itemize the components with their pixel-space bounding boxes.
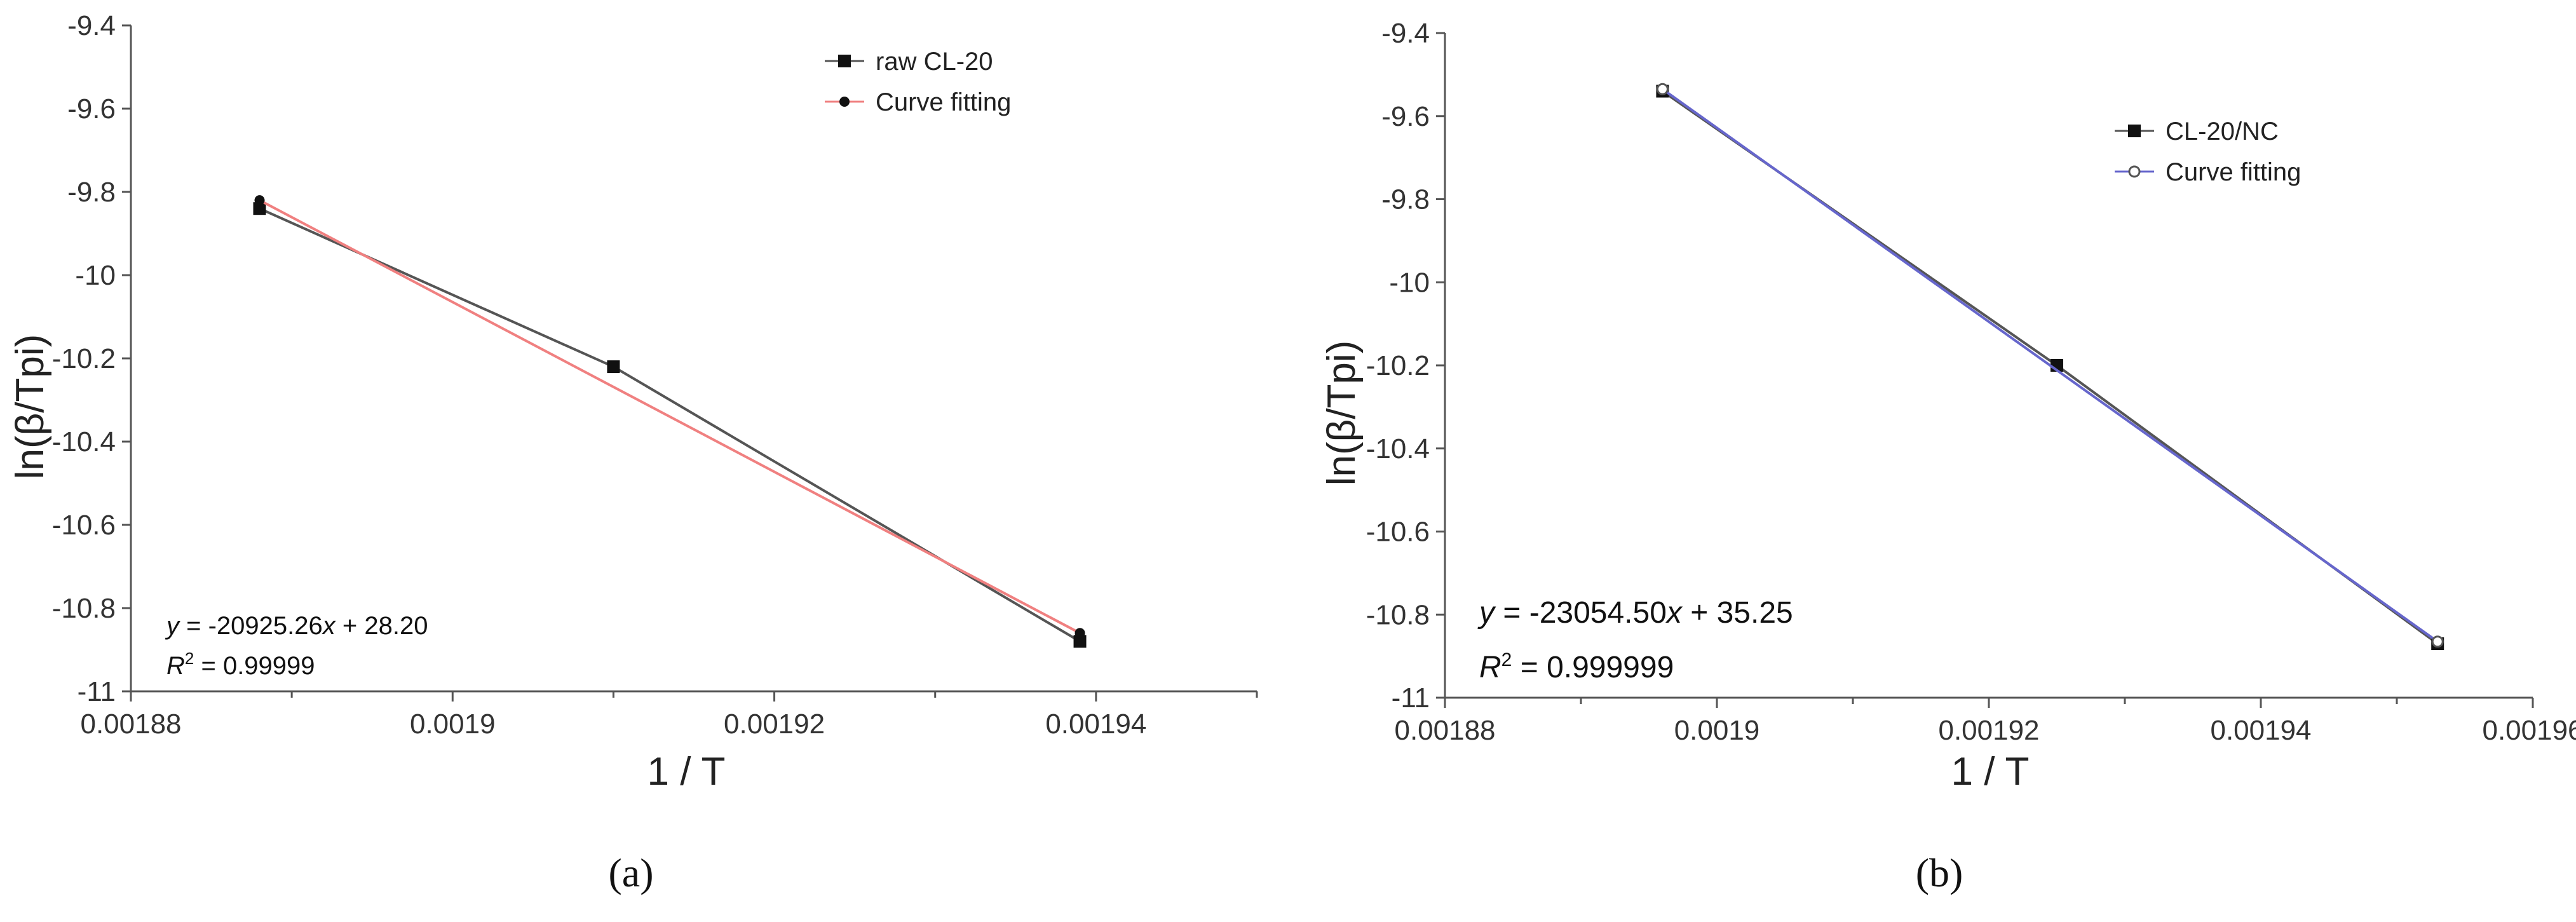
panel-b-y-tick-label: -11 — [1392, 682, 1430, 714]
panel-b-y-tick-label: -9.8 — [1381, 184, 1430, 215]
panel-a-legend-marker-raw — [838, 55, 851, 67]
panel-a-y-tick-label: -10.2 — [52, 343, 116, 374]
panel-a-eq-r-sup: 2 — [185, 649, 194, 668]
panel-b-legend-marker-fit — [2128, 165, 2141, 178]
panel-b-x-tick-label: 0.00194 — [2210, 715, 2311, 746]
panel-a-y-tick-label: -10.8 — [52, 593, 116, 624]
panel-a-legend-label-raw: raw CL-20 — [876, 48, 993, 76]
panel-b-data-point-circle — [1656, 83, 1669, 95]
panel-b-series-line-1 — [1662, 88, 2439, 643]
panel-b-series-line-0 — [1662, 90, 2439, 645]
panel-a-x-tick-label: 0.00188 — [80, 708, 181, 740]
panel-a-y-tick-label: -9.4 — [67, 10, 116, 41]
panel-a-eq-x: x — [322, 612, 337, 640]
panel-b-legend-label-raw: CL-20/NC — [2166, 118, 2279, 146]
panel-a-data-point-square — [253, 202, 266, 215]
panel-b-eq-x: x — [1665, 596, 1683, 630]
panel-b-data-point-circle — [2431, 635, 2444, 648]
panel-a-eq-r-value: = 0.99999 — [194, 652, 315, 680]
panel-b-equation-line1: y = -23054.50x + 35.25 — [1477, 596, 1793, 630]
panel-b-y-axis-title: ln(β/Tpi) — [1320, 341, 1364, 486]
panel-a-eq-intercept: + 28.20 — [336, 612, 428, 640]
panel-a-legend: raw CL-20 Curve fitting — [825, 48, 1011, 116]
panel-a-label: (a) — [608, 850, 653, 895]
panel-a-equation-line2: R2 = 0.99999 — [166, 649, 315, 680]
panel-b-y-tick-label: -10.4 — [1366, 433, 1430, 464]
panel-b-eq-r-sup: 2 — [1502, 649, 1512, 670]
panel-b-y-tick-label: -10.8 — [1366, 599, 1430, 630]
panel-a-x-tick-label: 0.00194 — [1045, 708, 1146, 740]
panel-b-equation-line2: R2 = 0.999999 — [1479, 649, 1674, 684]
panel-b-x-tick-label: 0.00188 — [1394, 715, 1495, 746]
panel-a-y-tick-label: -9.6 — [67, 93, 116, 125]
panel-b-x-tick-label: 0.00196 — [2482, 715, 2576, 746]
panel-b-eq-y: y — [1477, 596, 1496, 630]
chart-panel-a: -9.4-9.6-9.8-10-10.2-10.4-10.6-10.8-110.… — [8, 10, 1258, 895]
panel-b-label: (b) — [1916, 850, 1963, 895]
panel-a-x-tick-label: 0.00192 — [724, 708, 825, 740]
panel-a-data-point-circle — [254, 195, 265, 206]
panel-b-eq-intercept: + 35.25 — [1682, 596, 1793, 630]
panel-a-eq-r: R — [166, 652, 185, 680]
panel-a-y-tick-label: -10.6 — [52, 510, 116, 541]
panel-a-equation-line1: y = -20925.26x + 28.20 — [165, 612, 428, 640]
panel-b-legend: CL-20/NC Curve fitting — [2115, 118, 2301, 186]
panel-b-y-tick-label: -9.6 — [1381, 101, 1430, 132]
panel-a-y-tick-label: -10 — [75, 260, 116, 291]
panel-a-y-tick-label: -11 — [78, 676, 116, 707]
panel-a-legend-marker-fit — [839, 97, 850, 107]
panel-a-series-line-1 — [259, 199, 1081, 635]
panel-a-series-line-0 — [259, 207, 1081, 643]
panel-a-data-point-square — [1073, 635, 1087, 648]
panel-a-marks: -9.4-9.6-9.8-10-10.2-10.4-10.6-10.8-110.… — [52, 10, 1258, 740]
panel-b-x-tick-label: 0.00192 — [1938, 715, 2039, 746]
panel-a-legend-label-fit: Curve fitting — [876, 88, 1011, 116]
panel-b-y-tick-label: -10.6 — [1366, 517, 1430, 548]
panel-b-y-tick-label: -10 — [1389, 267, 1430, 298]
panel-a-eq-y: y — [165, 612, 181, 640]
panel-b-eq-slope: = -23054.50 — [1495, 596, 1667, 630]
panel-b-eq-r: R — [1479, 651, 1502, 684]
panel-b-y-tick-label: -10.2 — [1366, 350, 1430, 381]
panel-b-x-axis-title: 1 / T — [1951, 750, 2030, 794]
panel-b-y-tick-label: -9.4 — [1381, 18, 1430, 49]
panel-a-y-tick-label: -9.8 — [67, 177, 116, 208]
panel-b-legend-label-fit: Curve fitting — [2166, 158, 2301, 186]
panel-a-y-axis-title: ln(β/Tpi) — [8, 334, 52, 480]
panel-a-data-point-square — [607, 360, 620, 374]
panel-b-legend-marker-raw — [2128, 125, 2141, 137]
panel-a-x-axis-title: 1 / T — [647, 750, 726, 794]
panel-b-eq-r-value: = 0.999999 — [1512, 651, 1674, 684]
panel-a-eq-slope: = -20925.26 — [179, 612, 323, 640]
panel-a-data-point-circle — [1074, 628, 1085, 639]
panel-b-marks: -9.4-9.6-9.8-10-10.2-10.4-10.6-10.8-110.… — [1366, 18, 2576, 746]
panel-a-x-tick-label: 0.0019 — [410, 708, 496, 740]
chart-panel-b: -9.4-9.6-9.8-10-10.2-10.4-10.6-10.8-110.… — [1320, 18, 2576, 895]
panel-b-x-tick-label: 0.0019 — [1674, 715, 1760, 746]
panel-a-y-tick-label: -10.4 — [52, 426, 116, 458]
